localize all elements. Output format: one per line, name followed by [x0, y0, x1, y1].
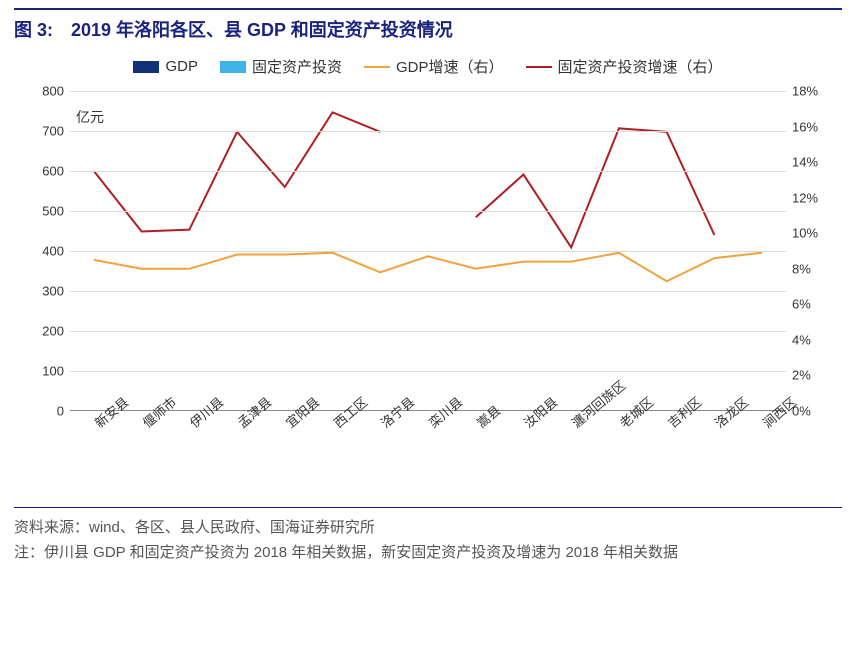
legend-item-fai: 固定资产投资	[220, 56, 342, 77]
legend: GDP 固定资产投资 GDP增速（右） 固定资产投资增速（右）	[14, 50, 842, 81]
legend-item-gdp-growth: GDP增速（右）	[364, 56, 504, 77]
plot-area: 亿元	[70, 91, 786, 411]
y-left-tick: 600	[42, 164, 64, 179]
legend-label-gdp: GDP	[165, 58, 198, 75]
series-line	[476, 128, 715, 247]
chart-area: 0100200300400500600700800 0%2%4%6%8%10%1…	[22, 81, 834, 501]
grid-line	[70, 291, 786, 292]
grid-line	[70, 91, 786, 92]
y-right-tick: 10%	[792, 226, 818, 241]
y-right-tick: 6%	[792, 297, 811, 312]
grid-line	[70, 171, 786, 172]
note-row: 注：伊川县 GDP 和固定资产投资为 2018 年相关数据，新安固定资产投资及增…	[14, 541, 842, 564]
legend-label-fai-growth: 固定资产投资增速（右）	[558, 56, 723, 77]
legend-label-fai: 固定资产投资	[252, 56, 342, 77]
y-right-tick: 8%	[792, 261, 811, 276]
x-labels: 新安县偃师市伊川县孟津县宜阳县西工区洛宁县栾川县嵩县汝阳县瀍河回族区老城区吉利区…	[70, 415, 786, 501]
legend-swatch-fai-growth	[526, 66, 552, 68]
y-right-tick: 12%	[792, 190, 818, 205]
legend-swatch-gdp-growth	[364, 66, 390, 68]
y-left-tick: 400	[42, 244, 64, 259]
grid-line	[70, 131, 786, 132]
title-row: 图 3: 2019 年洛阳各区、县 GDP 和固定资产投资情况	[14, 8, 842, 42]
note-label: 注：	[14, 544, 44, 561]
y-left-tick: 200	[42, 324, 64, 339]
source-text: wind、各区、县人民政府、国海证券研究所	[89, 519, 375, 536]
y-left-tick: 500	[42, 204, 64, 219]
y-right-tick: 2%	[792, 368, 811, 383]
grid-line	[70, 251, 786, 252]
figure-title: 2019 年洛阳各区、县 GDP 和固定资产投资情况	[71, 16, 453, 42]
y-axis-left: 0100200300400500600700800	[22, 91, 70, 411]
y-left-tick: 700	[42, 124, 64, 139]
y-left-tick: 100	[42, 364, 64, 379]
grid-line	[70, 331, 786, 332]
figure-label: 图 3:	[14, 16, 53, 42]
legend-item-gdp: GDP	[133, 56, 198, 77]
grid-line	[70, 211, 786, 212]
y-right-tick: 4%	[792, 332, 811, 347]
y-axis-right: 0%2%4%6%8%10%12%14%16%18%	[786, 91, 834, 411]
y-right-tick: 16%	[792, 119, 818, 134]
grid-line	[70, 371, 786, 372]
source-row: 资料来源：wind、各区、县人民政府、国海证券研究所	[14, 514, 842, 537]
legend-item-fai-growth: 固定资产投资增速（右）	[526, 56, 723, 77]
note-text: 伊川县 GDP 和固定资产投资为 2018 年相关数据，新安固定资产投资及增速为…	[44, 544, 678, 561]
y-left-tick: 800	[42, 84, 64, 99]
legend-label-gdp-growth: GDP增速（右）	[396, 56, 504, 77]
y-left-tick: 300	[42, 284, 64, 299]
y-right-tick: 18%	[792, 84, 818, 99]
y-right-tick: 14%	[792, 155, 818, 170]
legend-swatch-gdp	[133, 61, 159, 73]
source-label: 资料来源：	[14, 519, 89, 536]
y-left-tick: 0	[57, 404, 64, 419]
series-line	[94, 253, 762, 281]
chart-wrap: GDP 固定资产投资 GDP增速（右） 固定资产投资增速（右） 0 100 200 3…	[14, 50, 842, 508]
legend-swatch-fai	[220, 61, 246, 73]
figure-container: 图 3: 2019 年洛阳各区、县 GDP 和固定资产投资情况 GDP 固定资产…	[0, 0, 856, 574]
